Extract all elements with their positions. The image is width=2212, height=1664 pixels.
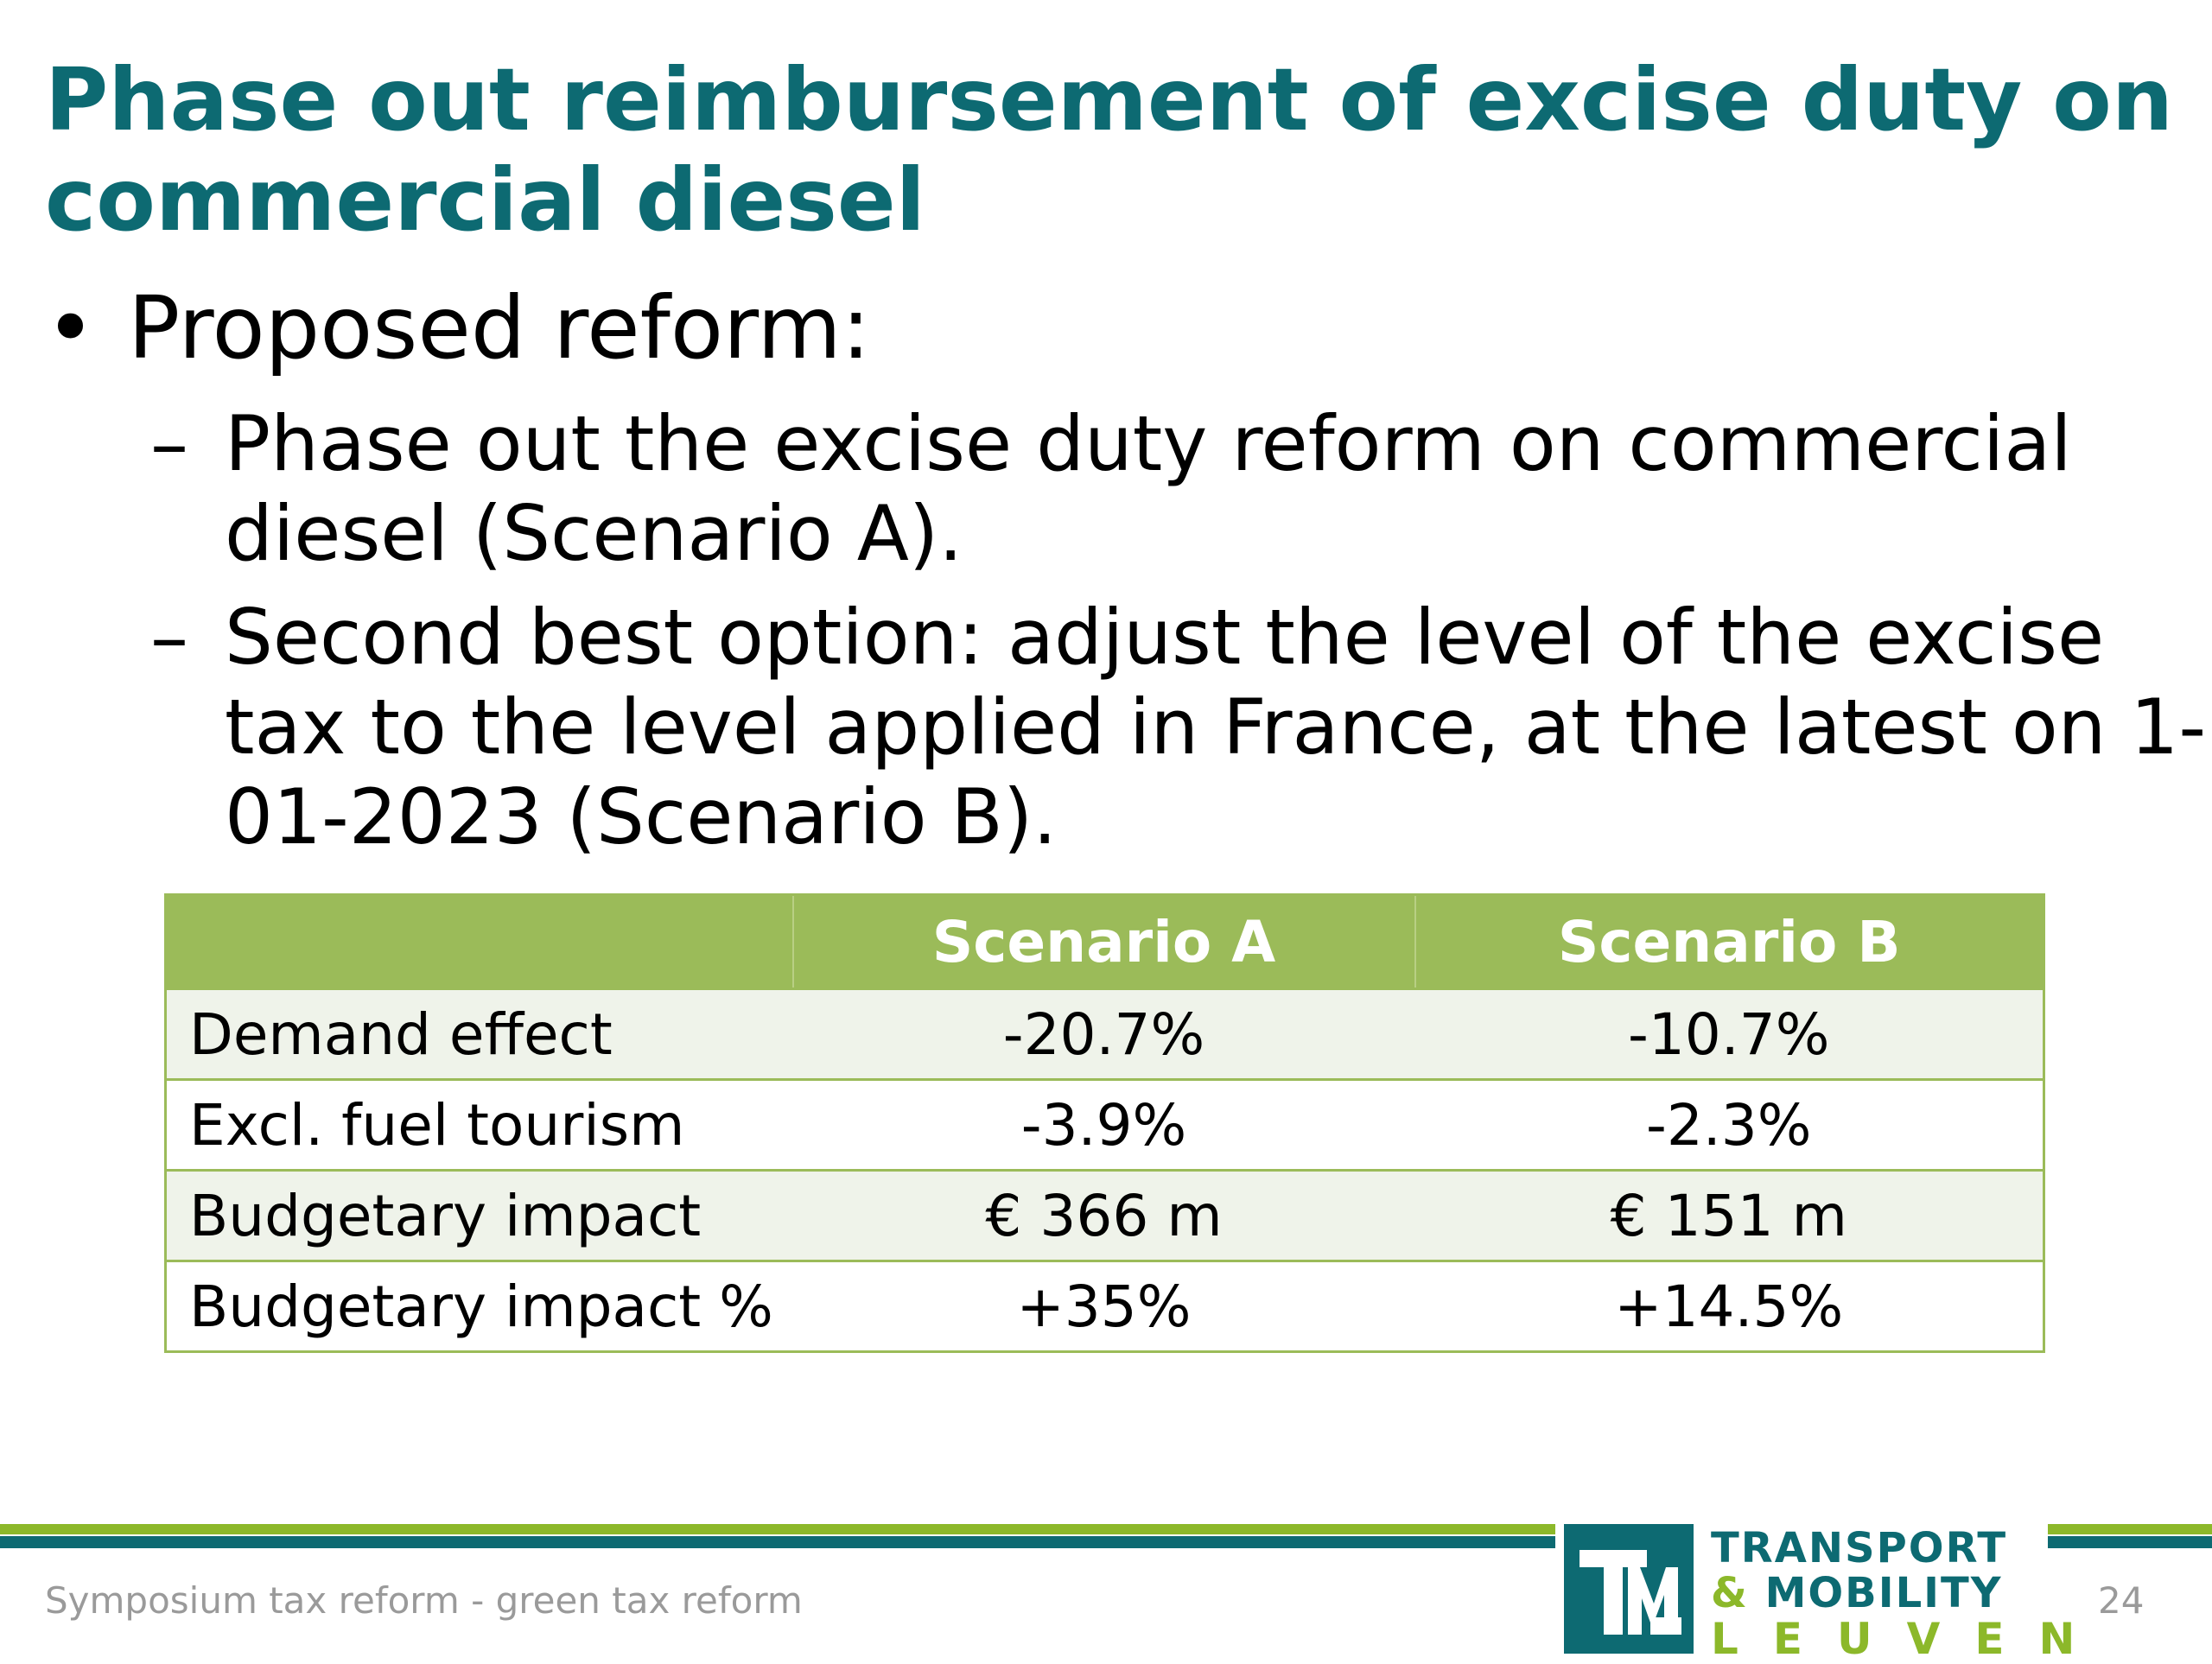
bullet-main-text: Proposed reform: <box>128 277 871 378</box>
scenario-table: Scenario A Scenario B Demand effect -20.… <box>164 893 2045 1353</box>
footer-caption: Symposium tax reform - green tax reform <box>45 1579 803 1622</box>
table-cell: Excl. fuel tourism <box>165 1078 793 1171</box>
table-cell: -3.9% <box>792 1078 1415 1171</box>
tml-logo-icon <box>1564 1524 1694 1654</box>
table-row: Demand effect -20.7% -10.7% <box>165 988 2044 1080</box>
logo-line-transport: TRANSPORT <box>1711 1524 2008 1572</box>
table-cell: Demand effect <box>165 988 793 1080</box>
logo-mobility-text: MOBILITY <box>1764 1569 2003 1617</box>
sub-bullet-text: Phase out the excise duty reform on comm… <box>225 399 2072 578</box>
sub-bullet-text: Second best option: adjust the level of … <box>225 593 2207 861</box>
table-cell: € 151 m <box>1414 1169 2044 1261</box>
logo-line-leuven: LEUVEN <box>1711 1614 2110 1664</box>
table-cell: -20.7% <box>792 988 1415 1080</box>
logo-ampersand: & <box>1711 1569 1749 1617</box>
table-cell: Budgetary impact <box>165 1169 793 1261</box>
logo-line-mobility: & MOBILITY <box>1711 1571 2109 1616</box>
bullet-dot-icon: • <box>45 277 96 378</box>
table-header-row: Scenario A Scenario B <box>165 894 2044 989</box>
table-cell: Budgetary impact % <box>165 1260 793 1352</box>
tml-logo: TRANSPORT & MOBILITY LEUVEN <box>1555 1517 2075 1662</box>
dash-icon: – <box>150 399 188 488</box>
table-row: Budgetary impact € 366 m € 151 m <box>165 1169 2044 1261</box>
table-header-cell <box>165 894 793 989</box>
table-cell: +35% <box>792 1260 1415 1352</box>
table-cell: +14.5% <box>1414 1260 2044 1352</box>
slide-title: Phase out reimbursement of excise duty o… <box>45 49 2174 251</box>
table-cell: -2.3% <box>1414 1078 2044 1171</box>
table-header-cell: Scenario B <box>1414 894 2044 989</box>
table-row: Excl. fuel tourism -3.9% -2.3% <box>165 1078 2044 1171</box>
dash-icon: – <box>150 593 188 682</box>
table-cell: -10.7% <box>1414 988 2044 1080</box>
logo-wordmark: TRANSPORT & MOBILITY LEUVEN <box>1711 1526 2109 1662</box>
table-header-cell: Scenario A <box>791 894 1415 989</box>
table-row: Budgetary impact % +35% +14.5% <box>165 1260 2044 1352</box>
page-number: 24 <box>2098 1579 2145 1622</box>
table-cell: € 366 m <box>792 1169 1415 1261</box>
